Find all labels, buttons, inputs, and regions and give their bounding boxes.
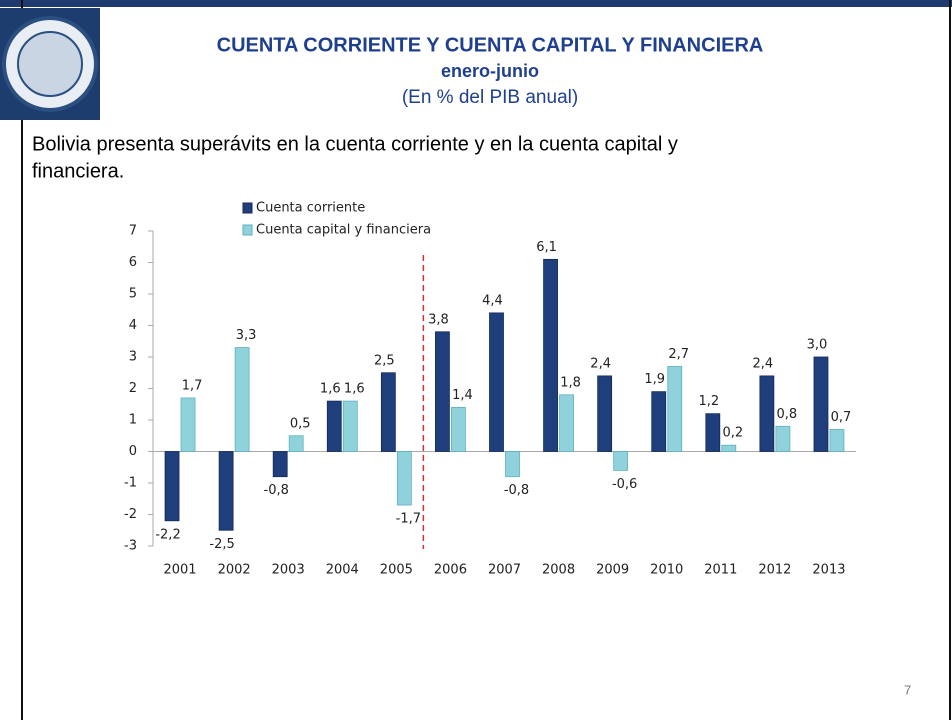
data-label: 1,4 — [452, 388, 473, 403]
bar — [180, 397, 196, 452]
bar — [829, 429, 845, 452]
x-tick-label: 2009 — [596, 563, 629, 578]
x-tick-label: 2010 — [650, 563, 683, 578]
slide-title: CUENTA CORRIENTE Y CUENTA CAPITAL Y FINA… — [217, 34, 764, 56]
x-tick-label: 2013 — [812, 563, 845, 578]
body-text: financiera. — [32, 160, 124, 182]
data-label: 0,5 — [290, 416, 311, 431]
legend-label: Cuenta corriente — [256, 201, 365, 216]
bar — [613, 451, 629, 471]
logo — [0, 8, 100, 120]
y-tick-label: 5 — [129, 287, 137, 302]
data-label: 1,6 — [320, 382, 341, 397]
body-text: Bolivia presenta superávits en la cuenta… — [32, 133, 678, 155]
bar — [435, 331, 450, 452]
y-tick-label: 6 — [129, 255, 137, 270]
y-tick-label: 4 — [129, 318, 137, 333]
bar — [597, 375, 613, 452]
data-label: -2,2 — [155, 527, 180, 542]
legend-swatch — [242, 202, 253, 214]
data-label: 2,4 — [753, 356, 774, 371]
bar — [164, 451, 180, 522]
x-tick-label: 2006 — [434, 563, 467, 578]
legend-swatch — [242, 224, 253, 236]
data-label: 1,2 — [698, 394, 719, 409]
y-tick-label: 0 — [129, 444, 137, 459]
bar — [651, 391, 667, 452]
data-label: 0,7 — [831, 410, 852, 425]
data-label: 1,9 — [644, 372, 665, 387]
y-tick-label: -1 — [124, 476, 137, 491]
x-tick-label: 2003 — [272, 563, 305, 578]
bar — [705, 413, 721, 452]
bar — [451, 406, 466, 452]
x-tick-label: 2004 — [326, 563, 359, 578]
y-tick-label: 7 — [129, 224, 137, 239]
bar — [543, 258, 558, 452]
data-label: 1,6 — [344, 382, 365, 397]
bar — [489, 312, 504, 452]
data-label: -0,6 — [612, 477, 637, 492]
x-tick-label: 2007 — [488, 563, 521, 578]
data-label: 4,4 — [482, 293, 503, 308]
data-label: 1,8 — [560, 375, 581, 390]
x-tick-label: 2001 — [163, 563, 196, 578]
data-label: -0,8 — [264, 483, 289, 498]
x-tick-label: 2002 — [218, 563, 251, 578]
x-tick-label: 2012 — [758, 563, 791, 578]
bar — [813, 356, 829, 452]
bar — [234, 347, 250, 452]
data-label: 3,0 — [807, 338, 828, 353]
bar — [380, 372, 396, 452]
top-bar — [0, 0, 952, 7]
slide-unit: (En % del PIB anual) — [402, 87, 578, 108]
bar — [721, 444, 737, 452]
data-label: -0,8 — [504, 483, 529, 498]
data-label: 3,8 — [428, 312, 449, 327]
bar — [775, 425, 791, 452]
data-label: 2,4 — [590, 356, 611, 371]
data-label: 1,7 — [182, 378, 203, 393]
legend-label: Cuenta capital y financiera — [256, 223, 431, 238]
bar — [288, 435, 304, 452]
slide-subtitle: enero-junio — [441, 61, 539, 81]
data-label: -2,5 — [209, 537, 234, 552]
data-label: 6,1 — [536, 240, 557, 255]
bar — [559, 394, 574, 452]
bar — [667, 366, 683, 452]
bar — [218, 451, 234, 531]
bar — [342, 400, 358, 452]
x-tick-label: 2011 — [704, 563, 737, 578]
y-tick-label: 1 — [129, 413, 137, 428]
data-label: 0,8 — [777, 407, 798, 422]
bar — [326, 400, 342, 452]
y-tick-label: -2 — [124, 507, 137, 522]
data-label: 2,7 — [668, 347, 689, 362]
bar — [505, 451, 520, 478]
y-tick-label: 2 — [129, 381, 137, 396]
bar — [759, 375, 775, 452]
y-tick-label: -3 — [124, 539, 137, 554]
data-label: 0,2 — [722, 426, 743, 441]
bar — [396, 451, 412, 506]
y-tick-label: 3 — [129, 350, 137, 365]
data-label: 2,5 — [374, 353, 395, 368]
x-tick-label: 2008 — [542, 563, 575, 578]
page-number: 7 — [904, 682, 911, 697]
x-tick-label: 2005 — [380, 563, 413, 578]
bar — [272, 451, 288, 478]
data-label: -1,7 — [396, 512, 421, 527]
data-label: 3,3 — [236, 328, 257, 343]
